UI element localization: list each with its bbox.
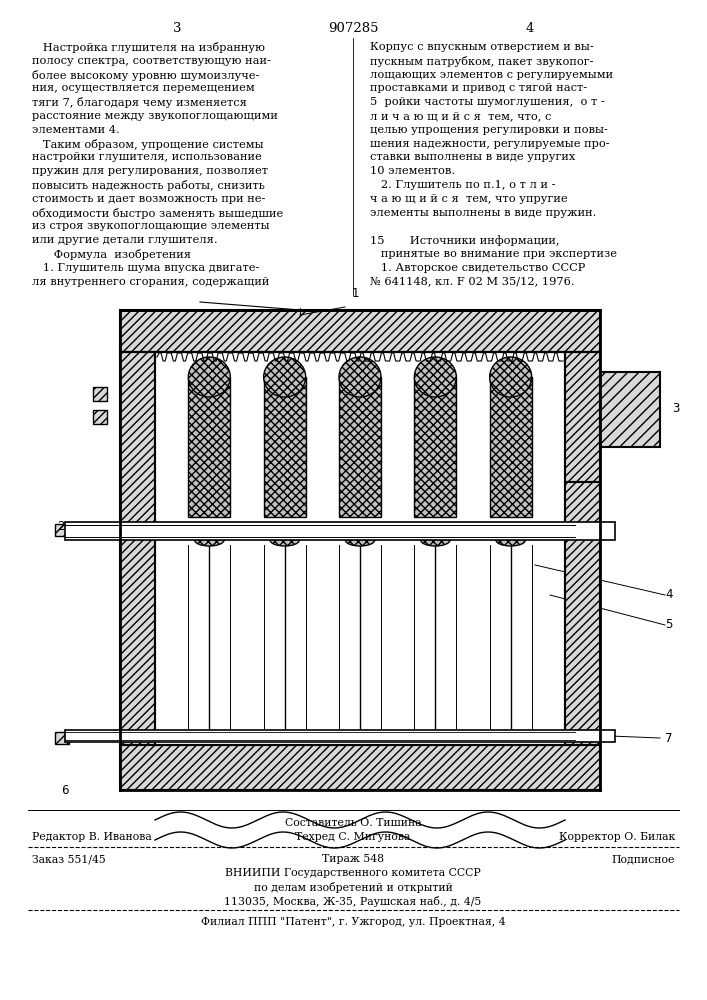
- Text: лощающих элементов с регулируемыми: лощающих элементов с регулируемыми: [370, 70, 613, 80]
- Text: шения надежности, регулируемые про-: шения надежности, регулируемые про-: [370, 139, 609, 149]
- Bar: [490, 377, 532, 517]
- Text: Тираж 548: Тираж 548: [322, 854, 384, 864]
- Text: 1. Авторское свидетельство СССР: 1. Авторское свидетельство СССР: [370, 263, 585, 273]
- Bar: [155, 352, 565, 745]
- Ellipse shape: [345, 534, 375, 546]
- Bar: [264, 377, 305, 517]
- Text: Редактор В. Иванова: Редактор В. Иванова: [32, 832, 152, 842]
- Bar: [55, 732, 69, 744]
- Bar: [93, 410, 107, 424]
- Ellipse shape: [194, 534, 224, 546]
- Text: 4: 4: [526, 22, 534, 35]
- Text: проставками и привод с тягой наст-: проставками и привод с тягой наст-: [370, 83, 587, 93]
- Text: 4: 4: [665, 588, 672, 601]
- Text: Таким образом, упрощение системы: Таким образом, упрощение системы: [32, 139, 264, 150]
- Ellipse shape: [496, 534, 525, 546]
- Text: 907285: 907285: [328, 22, 379, 35]
- Text: расстояние между звукопоглощающими: расстояние между звукопоглощающими: [32, 111, 278, 121]
- Text: Подписное: Подписное: [612, 854, 675, 864]
- Text: пружин для регулирования, позволяет: пружин для регулирования, позволяет: [32, 166, 268, 176]
- Text: ч а ю щ и й с я  тем, что упругие: ч а ю щ и й с я тем, что упругие: [370, 194, 568, 204]
- Text: 15       Источники информации,: 15 Источники информации,: [370, 235, 559, 246]
- Text: № 641148, кл. F 02 M 35/12, 1976.: № 641148, кл. F 02 M 35/12, 1976.: [370, 277, 575, 287]
- Bar: [339, 377, 381, 517]
- Text: Техред С. Мигунова: Техред С. Мигунова: [296, 832, 411, 842]
- Text: л и ч а ю щ и й с я  тем, что, с: л и ч а ю щ и й с я тем, что, с: [370, 111, 551, 121]
- Text: элементами 4.: элементами 4.: [32, 125, 119, 135]
- Bar: [188, 377, 230, 517]
- Text: ля внутреннего сгорания, содержащий: ля внутреннего сгорания, содержащий: [32, 277, 269, 287]
- Text: 1. Глушитель шума впуска двигате-: 1. Глушитель шума впуска двигате-: [32, 263, 259, 273]
- Ellipse shape: [490, 357, 532, 397]
- Bar: [414, 377, 456, 517]
- Text: пускным патрубком, пакет звукопог-: пускным патрубком, пакет звукопог-: [370, 56, 593, 67]
- Bar: [120, 310, 600, 352]
- Text: тяги 7, благодаря чему изменяется: тяги 7, благодаря чему изменяется: [32, 97, 247, 108]
- Ellipse shape: [188, 357, 230, 397]
- Bar: [55, 524, 69, 536]
- Bar: [120, 745, 600, 790]
- Text: настройки глушителя, использование: настройки глушителя, использование: [32, 152, 262, 162]
- Text: целью упрощения регулировки и повы-: целью упрощения регулировки и повы-: [370, 125, 608, 135]
- Text: Настройка глушителя на избранную: Настройка глушителя на избранную: [32, 42, 265, 53]
- Text: полосу спектра, соответствующую наи-: полосу спектра, соответствующую наи-: [32, 56, 271, 66]
- Ellipse shape: [264, 357, 305, 397]
- Text: 113035, Москва, Ж-35, Раушская наб., д. 4/5: 113035, Москва, Ж-35, Раушская наб., д. …: [224, 896, 481, 907]
- Text: 3: 3: [672, 402, 679, 416]
- Text: 1: 1: [351, 287, 358, 300]
- Bar: [600, 372, 660, 447]
- Text: 2. Глушитель по п.1, о т л и -: 2. Глушитель по п.1, о т л и -: [370, 180, 556, 190]
- Ellipse shape: [414, 357, 456, 397]
- Text: повысить надежность работы, снизить: повысить надежность работы, снизить: [32, 180, 265, 191]
- Ellipse shape: [270, 534, 299, 546]
- Text: Корректор О. Билак: Корректор О. Билак: [559, 832, 675, 842]
- Text: 5  ройки частоты шумоглушения,  о т -: 5 ройки частоты шумоглушения, о т -: [370, 97, 604, 107]
- Bar: [93, 387, 107, 401]
- Text: или другие детали глушителя.: или другие детали глушителя.: [32, 235, 218, 245]
- Text: по делам изобретений и открытий: по делам изобретений и открытий: [254, 882, 452, 893]
- Text: принятые во внимание при экспертизе: принятые во внимание при экспертизе: [370, 249, 617, 259]
- Text: 7: 7: [665, 732, 672, 744]
- Text: 2: 2: [57, 520, 65, 534]
- Text: 5: 5: [665, 618, 672, 632]
- Bar: [65, 522, 615, 540]
- Text: Филиал ППП "Патент", г. Ужгород, ул. Проектная, 4: Филиал ППП "Патент", г. Ужгород, ул. Про…: [201, 917, 506, 927]
- Text: ВНИИПИ Государственного комитета СССР: ВНИИПИ Государственного комитета СССР: [225, 868, 481, 878]
- Text: элементы выполнены в виде пружин.: элементы выполнены в виде пружин.: [370, 208, 597, 218]
- Ellipse shape: [339, 357, 381, 397]
- Text: Формула  изобретения: Формула изобретения: [32, 249, 191, 260]
- Ellipse shape: [421, 534, 450, 546]
- Text: стоимость и дает возможность при не-: стоимость и дает возможность при не-: [32, 194, 265, 204]
- Text: 6: 6: [62, 784, 69, 796]
- Text: из строя звукопоглощающие элементы: из строя звукопоглощающие элементы: [32, 221, 269, 231]
- Bar: [565, 482, 600, 745]
- Text: обходимости быстро заменять вышедшие: обходимости быстро заменять вышедшие: [32, 208, 284, 219]
- Text: более высокому уровню шумоизлуче-: более высокому уровню шумоизлуче-: [32, 70, 259, 81]
- Text: ния, осуществляется перемещением: ния, осуществляется перемещением: [32, 83, 255, 93]
- Text: Корпус с впускным отверстием и вы-: Корпус с впускным отверстием и вы-: [370, 42, 594, 52]
- Text: 3: 3: [173, 22, 181, 35]
- Text: ставки выполнены в виде упругих: ставки выполнены в виде упругих: [370, 152, 575, 162]
- Bar: [65, 730, 615, 742]
- Text: Заказ 551/45: Заказ 551/45: [32, 854, 106, 864]
- Bar: [120, 352, 155, 745]
- Text: Составитель О. Тишина: Составитель О. Тишина: [285, 818, 421, 828]
- Text: 10 элементов.: 10 элементов.: [370, 166, 455, 176]
- Bar: [565, 352, 600, 482]
